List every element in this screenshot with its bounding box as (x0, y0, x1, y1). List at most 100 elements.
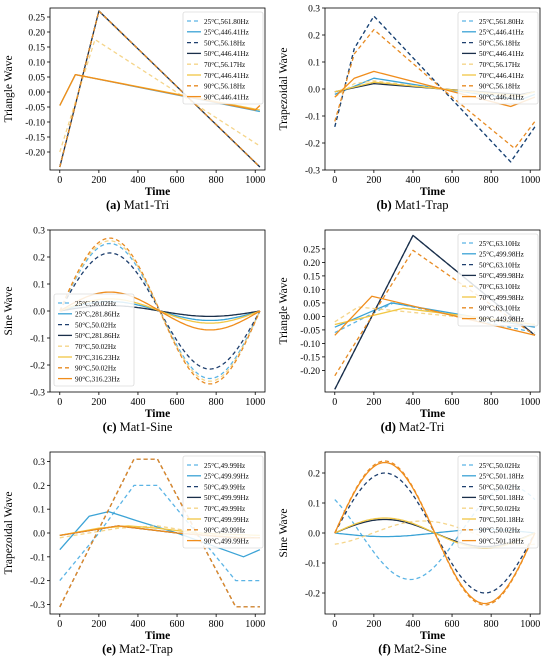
legend-label: 50°C,446.41Hz (204, 50, 249, 58)
y-tick-label: -0.05 (25, 104, 45, 114)
y-tick-label: 0.25 (28, 14, 45, 24)
x-tick-label: 600 (170, 619, 185, 630)
chart-caption: (e) Mat2-Trap (0, 642, 275, 657)
legend-label: 90°C,63.10Hz (479, 305, 520, 313)
x-tick-label: 0 (332, 175, 337, 186)
legend-label: 90°C,50.02Hz (479, 527, 520, 535)
series-line-1 (334, 485, 536, 581)
y-tick-label: 0.0 (308, 86, 320, 96)
y-tick-label: -0.20 (25, 149, 45, 159)
legend-box (457, 455, 539, 549)
series-line-5 (59, 38, 261, 153)
caption-letter: (f) (378, 642, 391, 656)
series-line-2 (59, 510, 261, 558)
legend-label: 50°C,56.18Hz (204, 39, 245, 47)
y-tick-label: -0.10 (25, 119, 45, 129)
legend-label: 50°C,499.99Hz (204, 494, 249, 502)
x-tick-label: 200 (91, 397, 106, 408)
caption-letter: (a) (105, 198, 121, 212)
y-tick-label: 0.00 (303, 313, 320, 323)
y-tick-label: 0.1 (33, 281, 45, 291)
x-tick-label: 1000 (520, 175, 540, 186)
x-tick-label: 800 (209, 619, 224, 630)
x-axis-label: Time (145, 186, 170, 198)
x-tick-label: 800 (484, 619, 499, 630)
caption-text: Mat1-Trap (391, 198, 449, 212)
chart-svg-3: 0 200 400 600 800 1000 0.3 0.2 0.1 0.0 -0.1 -0.2 -0.… (3, 227, 266, 420)
x-tick-label: 400 (130, 397, 145, 408)
caption-text: Mat1-Sine (116, 420, 173, 434)
chart-caption: (b) Mat1-Trap (275, 198, 550, 213)
x-tick-label: 200 (91, 619, 106, 630)
legend-label: 70°C,50.02Hz (75, 343, 116, 351)
y-tick-label: 0.0 (33, 530, 45, 540)
series-line-7 (59, 10, 261, 168)
legend-label: 70°C,499.99Hz (204, 516, 249, 524)
caption-text: Mat2-Trap (116, 642, 173, 656)
legend-label: 90°C,56.18Hz (204, 83, 245, 91)
x-tick-label: 0 (57, 397, 62, 408)
x-tick-label: 800 (209, 397, 224, 408)
legend-label: 70°C,501.18Hz (479, 516, 524, 524)
y-axis-label: Trapezoidal Wave (278, 47, 290, 130)
legend-label: 50°C,446.41Hz (479, 50, 524, 58)
x-tick-label: 200 (366, 619, 381, 630)
x-axis-label: Time (420, 186, 445, 198)
x-tick-label: 1000 (245, 175, 265, 186)
x-tick-label: 400 (405, 397, 420, 408)
caption-letter: (d) (380, 420, 396, 434)
x-tick-label: 0 (57, 175, 62, 186)
y-axis-label: Sine Wave (278, 508, 290, 557)
x-tick-label: 800 (209, 175, 224, 186)
legend-label: 70°C,56.17Hz (204, 61, 245, 69)
y-tick-label: 0.1 (308, 59, 320, 69)
legend-label: 50°C,499.98Hz (479, 272, 524, 280)
y-tick-label: 0.05 (303, 299, 320, 309)
x-tick-label: 600 (170, 175, 185, 186)
legend-label: 25°C,63.10Hz (479, 240, 520, 248)
legend-box (457, 233, 539, 327)
legend-label: 70°C,56.17Hz (479, 61, 520, 69)
chart-panel-1: 0 200 400 600 800 1000 0.25 0.20 0.15 0.10 0.05 0.0… (0, 0, 275, 203)
legend-label: 90°C,56.18Hz (479, 83, 520, 91)
y-tick-label: 0.2 (33, 254, 45, 264)
series-line-3 (334, 15, 536, 163)
y-tick-label: 0.3 (33, 458, 45, 468)
legend-label: 25°C,561.80Hz (204, 18, 249, 26)
legend-label: 50°C,49.99Hz (204, 483, 245, 491)
legend-label: 25°C,50.02Hz (479, 462, 520, 470)
legend-label: 25°C,501.18Hz (479, 473, 524, 481)
y-tick-label: -0.3 (305, 167, 320, 177)
y-tick-label: -0.1 (30, 553, 45, 563)
legend-box (182, 455, 264, 549)
legend-label: 25°C,49.99Hz (204, 462, 245, 470)
y-tick-label: 0.1 (33, 506, 45, 516)
legend-label: 70°C,446.41Hz (204, 72, 249, 80)
y-axis-label: Trapezoidal Wave (3, 491, 15, 574)
x-tick-label: 800 (484, 175, 499, 186)
legend-label: 70°C,49.99Hz (204, 505, 245, 513)
y-tick-label: -0.2 (30, 577, 45, 587)
y-tick-label: -0.10 (300, 340, 320, 350)
y-tick-label: 0.05 (28, 74, 45, 84)
legend-label: 90°C,446.41Hz (204, 93, 249, 101)
legend-label: 25°C,446.41Hz (479, 29, 524, 37)
x-tick-label: 0 (332, 397, 337, 408)
chart-panel-2: 0 200 400 600 800 1000 0.3 0.2 0.1 0.0 -0.1 -0.2 -0.… (275, 0, 550, 203)
x-tick-label: 1000 (520, 619, 540, 630)
caption-letter: (e) (102, 642, 117, 656)
x-tick-label: 800 (484, 397, 499, 408)
chart-caption: (a) Mat1-Tri (0, 198, 275, 213)
chart-caption: (d) Mat2-Tri (275, 420, 550, 435)
x-tick-label: 400 (130, 619, 145, 630)
y-tick-label: -0.2 (30, 362, 45, 372)
y-tick-label: 0.1 (308, 500, 320, 510)
y-tick-label: -0.1 (305, 560, 320, 570)
x-tick-label: 600 (445, 397, 460, 408)
y-tick-label: 0.3 (308, 5, 320, 15)
legend-label: 70°C,499.98Hz (479, 294, 524, 302)
chart-svg-4: 0 200 400 600 800 1000 0.25 0.20 0.15 0.10 0.05 0.0… (278, 229, 541, 420)
x-tick-label: 600 (170, 397, 185, 408)
chart-panel-4: 0 200 400 600 800 1000 0.25 0.20 0.15 0.10 0.05 0.0… (275, 222, 550, 425)
legend-label: 70°C,446.41Hz (479, 72, 524, 80)
